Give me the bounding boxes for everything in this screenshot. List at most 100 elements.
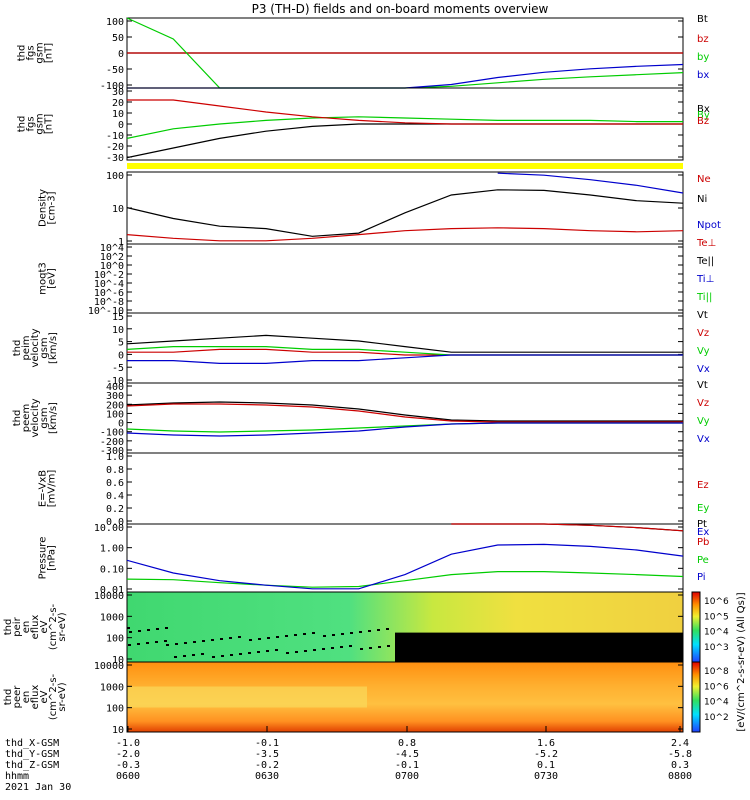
ephem-value: -0.1 bbox=[255, 738, 279, 749]
y-axis-label: peir bbox=[12, 616, 23, 636]
y-axis-label: [mV/m] bbox=[47, 470, 58, 508]
colorbar-tick-label: 10^3 bbox=[704, 643, 729, 653]
colorbar-tick-label: 10^4 bbox=[704, 628, 729, 638]
panel: 10^410^210^010^-210^-410^-610^-810^-10 mo… bbox=[38, 238, 717, 317]
y-axis-label: velocity bbox=[30, 398, 41, 437]
spectrogram-pixel bbox=[331, 647, 334, 649]
y-tick-label: 30 bbox=[112, 87, 124, 98]
ephem-value: 0630 bbox=[255, 771, 279, 782]
series-line bbox=[127, 99, 683, 125]
y-axis-label: [nPa] bbox=[47, 545, 58, 571]
legend-entry: Pe bbox=[697, 555, 709, 566]
spectrogram-pixel bbox=[165, 627, 168, 629]
legend-entry: Vy bbox=[697, 346, 710, 357]
ephem-row-label: thd_Z-GSM bbox=[5, 760, 59, 771]
y-tick-label: 0.10 bbox=[100, 564, 124, 575]
y-axis-label: Pressure bbox=[38, 537, 49, 580]
spectrogram-band bbox=[127, 686, 367, 708]
y-tick-label: -5 bbox=[112, 363, 124, 374]
flag-bar bbox=[127, 163, 683, 169]
y-axis-label: thd bbox=[17, 45, 28, 62]
spectrogram-pixel bbox=[386, 628, 389, 630]
y-tick-label: 1.00 bbox=[100, 544, 124, 555]
ephem-value: -1.0 bbox=[116, 738, 140, 749]
y-tick-label: 0.4 bbox=[106, 491, 124, 502]
legend-entry: Vx bbox=[697, 434, 710, 445]
y-tick-label: 0 bbox=[118, 49, 124, 60]
y-tick-label: -100 bbox=[100, 428, 124, 439]
y-tick-label: 10.00 bbox=[94, 523, 124, 534]
y-tick-label: 0.2 bbox=[106, 504, 124, 515]
y-tick-label: 10^-6 bbox=[94, 288, 124, 299]
series-line bbox=[126, 543, 684, 590]
y-tick-label: 10000 bbox=[94, 591, 124, 602]
y-tick-label: -30 bbox=[106, 153, 124, 164]
spectrogram-pixel bbox=[349, 645, 352, 647]
panel-frame bbox=[126, 661, 684, 733]
panel-frame bbox=[126, 452, 684, 525]
y-axis-label: [nT] bbox=[44, 114, 55, 134]
panel: 10000 1000 100 10 thdpeirenefluxeV(cm^2-s-sr… bbox=[3, 591, 729, 666]
ephem-value: -5.2 bbox=[534, 749, 558, 760]
legend-entry: Pi bbox=[697, 572, 706, 583]
legend-entry: Vy bbox=[697, 416, 710, 427]
panel: 1.0 0.8 0.6 0.4 0.2 0.0 E=-VxB[mV/m] Ez Ey Ex bbox=[38, 452, 710, 538]
colorbar-tick-label: 10^2 bbox=[704, 713, 729, 723]
legend-entry: Ey bbox=[697, 503, 709, 514]
y-tick-label: 100 bbox=[106, 17, 124, 28]
y-axis-label: [eV] bbox=[47, 268, 58, 289]
ephem-row-label: thd_Y-GSM bbox=[5, 749, 59, 760]
y-tick-label: 100 bbox=[106, 634, 124, 645]
y-tick-label: 10 bbox=[112, 655, 124, 666]
y-axis-label: en bbox=[21, 691, 32, 704]
y-axis-label: sr-eV) bbox=[57, 612, 68, 641]
legend-entry: Vz bbox=[697, 328, 709, 339]
y-tick-label: 10^4 bbox=[100, 243, 124, 254]
y-axis-label: [nT] bbox=[44, 43, 55, 63]
legend-entry: Bz bbox=[697, 116, 709, 127]
spectrogram-pixel bbox=[332, 634, 335, 636]
ephem-date: 2021 Jan 30 bbox=[5, 782, 71, 793]
colorbar: [eV/(cm^2-s-sr-eV) (All Qs)] bbox=[691, 591, 747, 733]
y-axis-label: moqt3 bbox=[38, 262, 49, 295]
ephem-row-label: thd_X-GSM bbox=[5, 738, 59, 749]
y-axis-label: gsm bbox=[39, 407, 50, 428]
y-axis-label: thd bbox=[12, 340, 23, 357]
y-tick-label: -10 bbox=[106, 131, 124, 142]
legend-entry: Ex bbox=[697, 527, 709, 538]
spectrogram-pixel bbox=[127, 627, 130, 629]
spectrogram-pixel bbox=[378, 646, 381, 648]
colorbar-tick-label: 10^8 bbox=[704, 667, 729, 677]
y-axis-label: eflux bbox=[30, 685, 41, 710]
legend-entry: Ne bbox=[697, 174, 711, 185]
legend-entry: By bbox=[697, 110, 710, 121]
legend-entry: Vx bbox=[697, 364, 710, 375]
legend-entry: Bt bbox=[697, 14, 708, 25]
series-line bbox=[126, 227, 684, 242]
spectrogram-pixel bbox=[193, 641, 196, 643]
ephem-value: -0.2 bbox=[255, 760, 279, 771]
legend-entry: Bx bbox=[697, 104, 710, 115]
legend-entry: Te⊥ bbox=[696, 238, 716, 249]
spectrogram-pixel bbox=[257, 651, 260, 653]
spectrogram-pixel bbox=[303, 633, 306, 635]
spectrogram-pixel bbox=[212, 656, 215, 658]
y-axis-label: thd bbox=[3, 689, 14, 706]
legend-entry: Pb bbox=[697, 537, 709, 548]
spectrogram-pixel bbox=[202, 640, 205, 642]
y-axis-label: sr-eV) bbox=[57, 682, 68, 711]
legend-entry: Vz bbox=[697, 398, 709, 409]
series-line bbox=[451, 523, 684, 532]
y-tick-label: 0.6 bbox=[106, 478, 124, 489]
y-tick-label: 1000 bbox=[100, 612, 124, 623]
spectrogram-pixel bbox=[312, 632, 315, 634]
y-tick-label: -100 bbox=[100, 81, 124, 92]
spectrogram-pixel bbox=[201, 653, 204, 655]
spectrogram-pixel bbox=[220, 638, 223, 640]
y-tick-label: 100 bbox=[106, 171, 124, 182]
spectrogram-pixel bbox=[249, 639, 252, 641]
spectrogram-pixel bbox=[229, 637, 232, 639]
